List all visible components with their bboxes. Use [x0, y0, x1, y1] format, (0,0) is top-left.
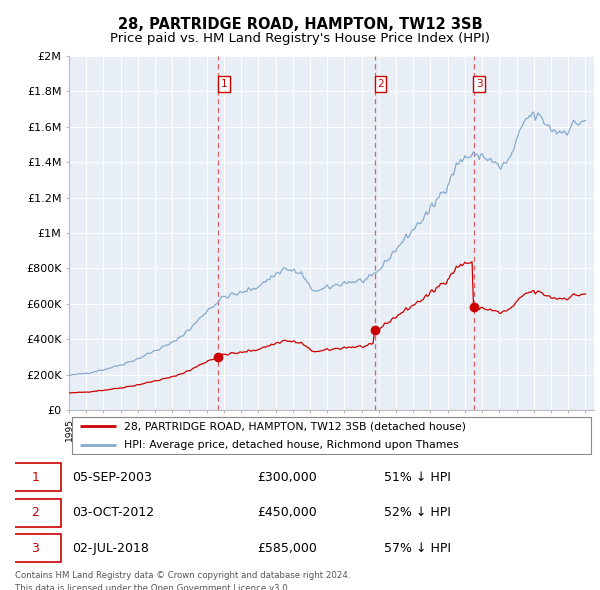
Text: 02-JUL-2018: 02-JUL-2018	[73, 542, 149, 555]
FancyBboxPatch shape	[71, 417, 592, 454]
Text: 52% ↓ HPI: 52% ↓ HPI	[383, 506, 451, 519]
Text: 28, PARTRIDGE ROAD, HAMPTON, TW12 3SB: 28, PARTRIDGE ROAD, HAMPTON, TW12 3SB	[118, 17, 482, 31]
FancyBboxPatch shape	[9, 534, 61, 562]
Text: 1: 1	[221, 79, 227, 89]
Text: £585,000: £585,000	[257, 542, 317, 555]
Text: 05-SEP-2003: 05-SEP-2003	[73, 471, 152, 484]
Text: 03-OCT-2012: 03-OCT-2012	[73, 506, 155, 519]
Text: Contains HM Land Registry data © Crown copyright and database right 2024.: Contains HM Land Registry data © Crown c…	[15, 571, 350, 580]
Text: £300,000: £300,000	[257, 471, 317, 484]
Text: This data is licensed under the Open Government Licence v3.0.: This data is licensed under the Open Gov…	[15, 584, 290, 590]
Text: 2: 2	[377, 79, 384, 89]
Text: 28, PARTRIDGE ROAD, HAMPTON, TW12 3SB (detached house): 28, PARTRIDGE ROAD, HAMPTON, TW12 3SB (d…	[124, 421, 466, 431]
FancyBboxPatch shape	[9, 499, 61, 527]
Text: £450,000: £450,000	[257, 506, 317, 519]
Text: Price paid vs. HM Land Registry's House Price Index (HPI): Price paid vs. HM Land Registry's House …	[110, 32, 490, 45]
Text: 57% ↓ HPI: 57% ↓ HPI	[383, 542, 451, 555]
Text: 3: 3	[476, 79, 483, 89]
Text: 3: 3	[31, 542, 39, 555]
Text: HPI: Average price, detached house, Richmond upon Thames: HPI: Average price, detached house, Rich…	[124, 440, 459, 450]
Text: 51% ↓ HPI: 51% ↓ HPI	[383, 471, 451, 484]
Text: 1: 1	[31, 471, 39, 484]
FancyBboxPatch shape	[9, 463, 61, 491]
Text: 2: 2	[31, 506, 39, 519]
